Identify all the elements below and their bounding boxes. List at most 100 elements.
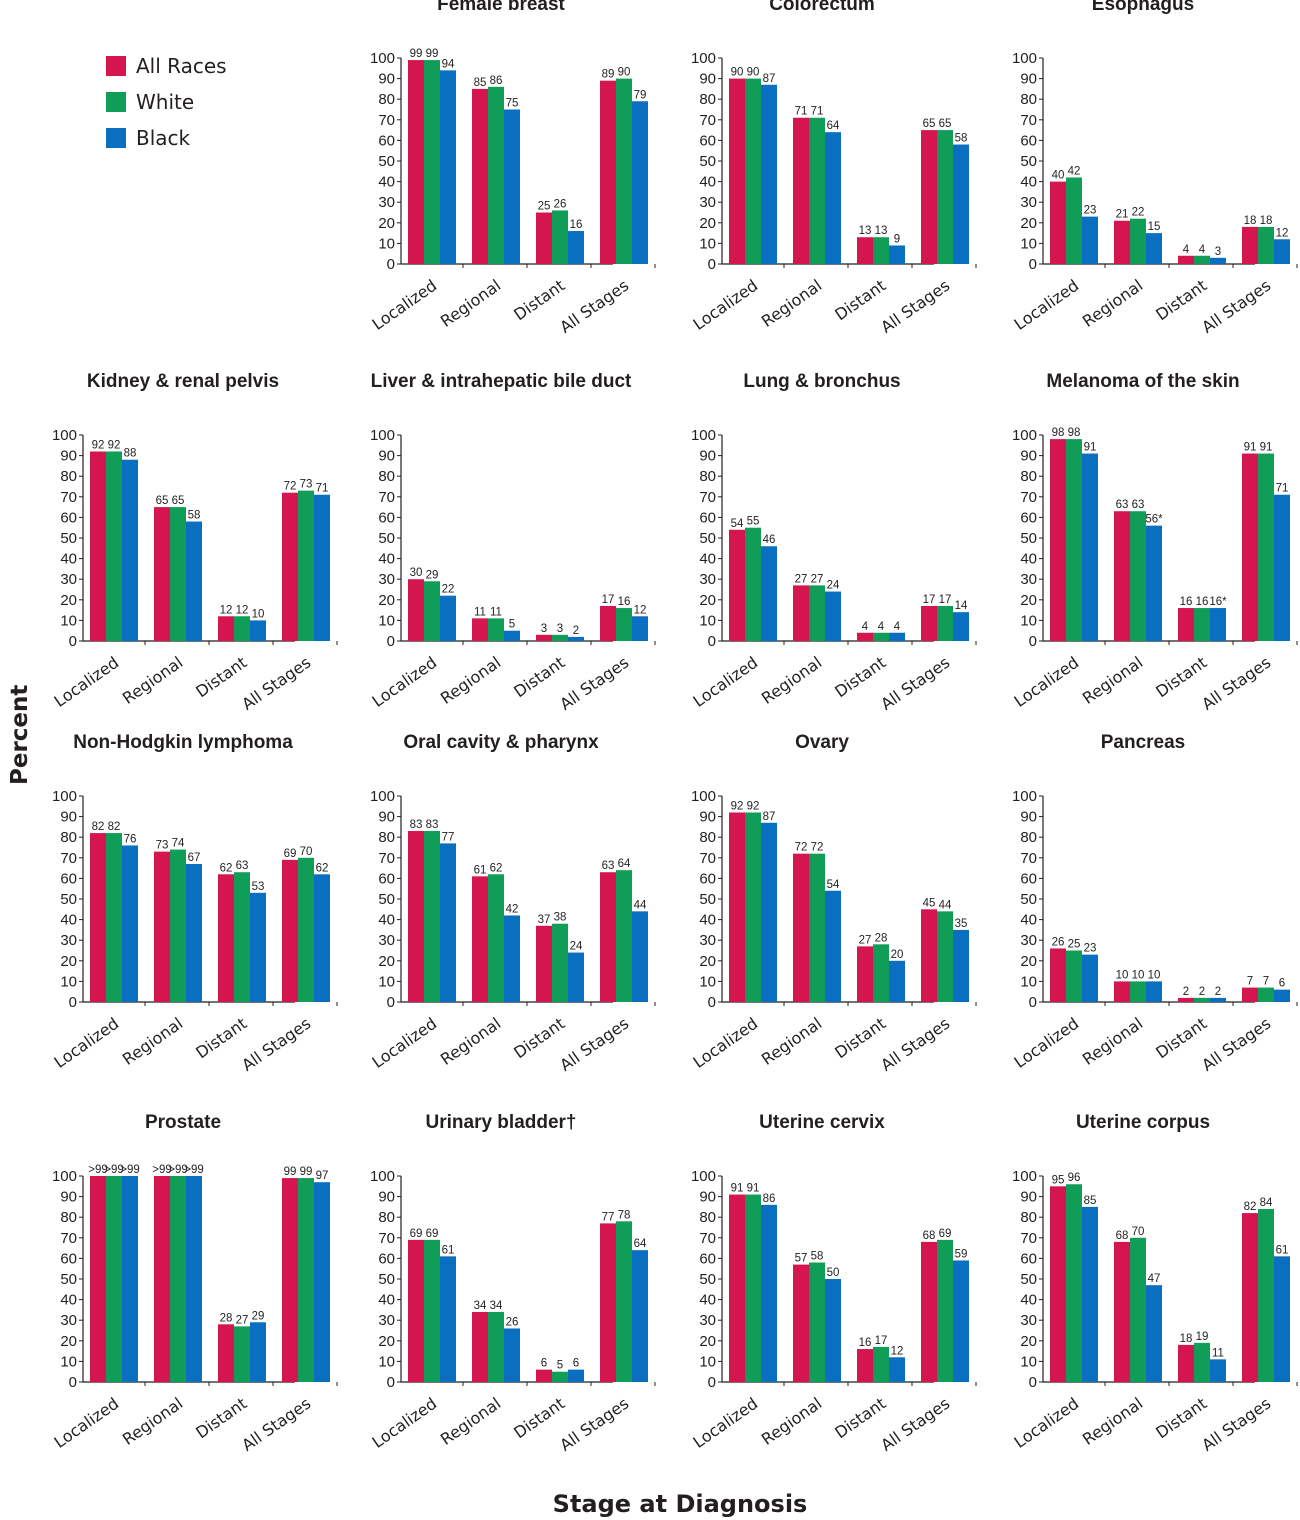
x-tick-label: All Stages	[1198, 1394, 1274, 1455]
data-label: 71	[316, 483, 329, 495]
y-tick-label: 20	[1020, 592, 1037, 609]
bar-white-regional	[170, 507, 186, 641]
y-tick-label: 100	[52, 1168, 77, 1185]
data-label: 86	[763, 1193, 776, 1205]
data-label: 34	[490, 1300, 503, 1312]
data-label: 90	[618, 67, 631, 79]
bar-white-all-stages	[937, 130, 953, 264]
bar-black-regional	[825, 1279, 841, 1382]
bar-white-all-stages	[616, 608, 632, 641]
bar-all-races-distant	[1178, 1344, 1194, 1382]
panel-title: Liver & intrahepatic bile duct	[371, 371, 632, 392]
x-tick-label: Distant	[510, 276, 568, 325]
bar-all-races-distant	[536, 925, 552, 1002]
bar-black-regional	[825, 591, 841, 641]
data-label: 65	[156, 495, 169, 507]
data-label: 37	[538, 914, 551, 926]
y-tick-label: 80	[60, 1209, 77, 1226]
x-tick-label: Regional	[437, 653, 504, 708]
data-label: 29	[252, 1310, 265, 1322]
legend-label: White	[136, 90, 195, 114]
y-tick-label: 50	[378, 530, 395, 547]
data-label: 3	[1215, 246, 1221, 258]
y-tick-label: 0	[708, 994, 716, 1011]
data-label: 23	[1084, 205, 1097, 217]
y-tick-label: 10	[1020, 612, 1037, 629]
data-label: 91	[1084, 442, 1097, 454]
y-tick-label: 30	[60, 1312, 77, 1329]
data-label: 70	[300, 846, 313, 858]
bar-white-all-stages	[616, 870, 632, 1002]
y-tick-label: 20	[60, 592, 77, 609]
bar-all-races-regional	[1114, 220, 1130, 264]
bar-black-distant	[1210, 608, 1226, 641]
x-tick-label: Regional	[437, 1394, 504, 1449]
data-label: 73	[300, 479, 313, 491]
bar-white-all-stages	[937, 911, 953, 1002]
data-label: 96	[1068, 1172, 1081, 1184]
bar-all-races-regional	[793, 1264, 809, 1382]
data-label: 16	[859, 1337, 872, 1349]
bar-black-regional	[1146, 233, 1162, 264]
data-label: 87	[763, 73, 776, 85]
x-tick-label: Localized	[1011, 1394, 1083, 1452]
bar-black-all-stages	[314, 874, 330, 1002]
data-label: 10	[1132, 969, 1145, 981]
data-label: 77	[442, 831, 455, 843]
data-label: 28	[220, 1312, 233, 1324]
data-label: 91	[1244, 442, 1257, 454]
bar-black-localized	[440, 595, 456, 641]
y-tick-label: 50	[1020, 153, 1037, 170]
bar-white-regional	[809, 117, 825, 265]
data-label: 13	[859, 225, 872, 237]
data-label: 97	[316, 1170, 329, 1182]
x-tick-label: Localized	[1011, 1014, 1083, 1072]
y-tick-label: 30	[1020, 194, 1037, 211]
data-label: 94	[442, 58, 455, 70]
bar-all-races-regional	[472, 876, 488, 1002]
data-label: 62	[316, 862, 329, 874]
data-label: 18	[1260, 215, 1273, 227]
y-tick-label: 40	[699, 912, 716, 929]
y-tick-label: 10	[699, 973, 716, 990]
data-label: >99	[152, 1164, 172, 1176]
legend-swatch-black	[106, 128, 126, 148]
x-tick-label: Localized	[51, 1014, 123, 1072]
legend-swatch-all-races	[106, 56, 126, 76]
y-tick-label: 50	[1020, 891, 1037, 908]
data-label: 61	[1276, 1244, 1289, 1256]
bar-white-all-stages	[1258, 987, 1274, 1002]
y-tick-label: 80	[1020, 91, 1037, 108]
data-label: 71	[1276, 483, 1289, 495]
y-tick-label: 40	[699, 551, 716, 568]
bar-all-races-regional	[154, 507, 170, 641]
bar-white-localized	[424, 60, 440, 265]
bar-all-races-localized	[729, 1194, 745, 1382]
bar-black-localized	[440, 70, 456, 264]
legend-item-black: Black	[106, 120, 227, 156]
y-tick-label: 70	[60, 850, 77, 867]
x-tick-label: Distant	[831, 1394, 889, 1443]
data-label: 2	[1215, 986, 1221, 998]
bar-white-regional	[1130, 511, 1146, 641]
data-label: 69	[410, 1228, 423, 1240]
bar-all-races-regional	[472, 88, 488, 265]
bar-black-localized	[122, 845, 138, 1002]
y-tick-label: 50	[60, 1271, 77, 1288]
data-label: 10	[1148, 969, 1161, 981]
data-label: 71	[795, 106, 808, 118]
bar-black-distant	[889, 245, 905, 264]
y-tick-label: 40	[378, 174, 395, 191]
data-label: 69	[284, 848, 297, 860]
data-label: 63	[1132, 499, 1145, 511]
data-label: 65	[172, 495, 185, 507]
panel-title: Uterine cervix	[759, 1112, 885, 1133]
data-label: 91	[731, 1183, 744, 1195]
data-label: 5	[509, 619, 515, 631]
bar-black-localized	[1082, 216, 1098, 264]
y-tick-label: 90	[699, 71, 716, 88]
x-tick-label: Localized	[369, 1014, 441, 1072]
data-label: 58	[811, 1251, 824, 1263]
y-tick-label: 90	[60, 809, 77, 826]
data-label: 69	[939, 1228, 952, 1240]
